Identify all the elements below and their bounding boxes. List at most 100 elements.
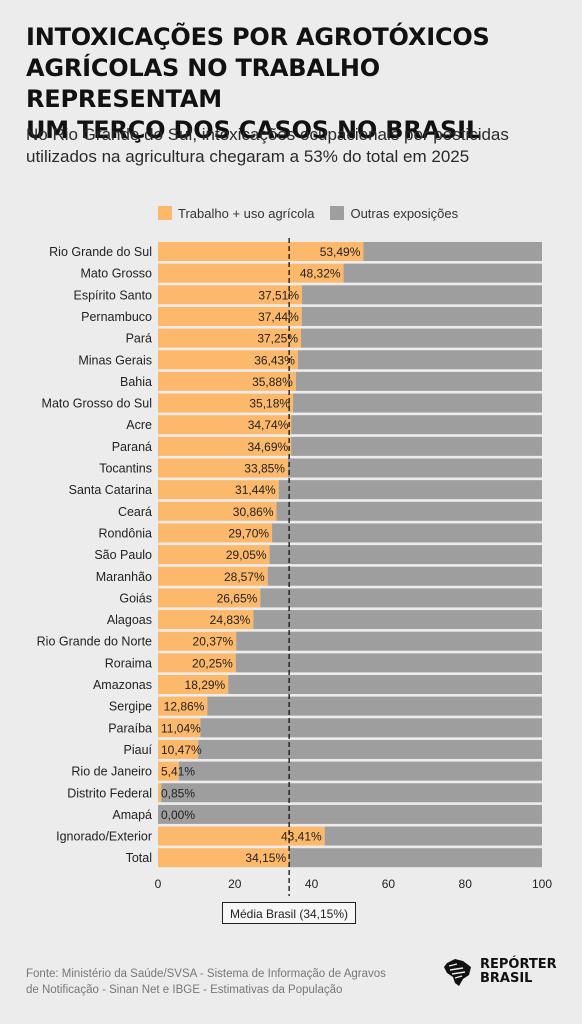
bar-primary xyxy=(158,783,162,803)
value-label: 5,41% xyxy=(161,765,195,779)
bar-secondary xyxy=(253,610,542,630)
bar-secondary xyxy=(297,350,542,370)
value-label: 35,18% xyxy=(249,397,290,411)
value-label: 36,43% xyxy=(254,353,295,367)
value-label: 20,25% xyxy=(192,656,233,670)
value-label: 20,37% xyxy=(193,635,234,649)
category-label: Santa Catarina xyxy=(69,483,152,497)
bar-primary xyxy=(158,675,229,694)
category-label: Tocantins xyxy=(99,462,152,476)
bar-secondary xyxy=(301,328,542,348)
bar-primary xyxy=(158,761,179,781)
bar-primary xyxy=(158,328,302,348)
bar-secondary xyxy=(200,718,542,738)
category-label: Piauí xyxy=(124,743,153,757)
chart-subtitle: No Rio Grande do Sul, intoxicações ocupa… xyxy=(26,125,509,166)
bar-primary xyxy=(158,480,279,500)
value-label: 31,44% xyxy=(235,483,276,497)
category-label: Amapá xyxy=(112,808,152,822)
category-label: Pará xyxy=(126,332,152,346)
bar-secondary xyxy=(293,393,542,413)
category-label: Amazonas xyxy=(93,678,152,692)
value-label: 35,88% xyxy=(252,375,293,389)
category-label: Rondônia xyxy=(98,526,152,540)
category-label: Pernambuco xyxy=(81,310,152,324)
source-note: Fonte: Ministério da Saúde/SVSA - Sistem… xyxy=(26,968,386,996)
x-tick-label: 60 xyxy=(382,877,396,891)
legend-swatch-secondary xyxy=(330,206,345,220)
value-label: 34,15% xyxy=(245,851,286,865)
category-label: Alagoas xyxy=(107,613,152,627)
category-label: Espírito Santo xyxy=(73,288,152,302)
value-label: 48,32% xyxy=(300,267,341,281)
value-label: 12,86% xyxy=(164,700,205,714)
category-label: Total xyxy=(126,851,152,865)
bar-secondary xyxy=(291,415,542,435)
x-tick-label: 80 xyxy=(459,877,473,891)
value-label: 0,00% xyxy=(161,808,195,822)
legend-label-primary: Trabalho + uso agrícola xyxy=(178,205,315,221)
value-label: 18,29% xyxy=(185,678,226,692)
category-label: Sergipe xyxy=(109,700,152,714)
category-label: São Paulo xyxy=(94,548,152,562)
bar-primary xyxy=(158,350,298,370)
value-label: 26,65% xyxy=(217,591,258,605)
value-label: 10,47% xyxy=(161,743,202,757)
legend-label-secondary: Outras exposições xyxy=(350,205,459,221)
bar-primary xyxy=(158,848,290,868)
bar-secondary xyxy=(272,523,542,543)
x-tick-label: 20 xyxy=(228,877,242,891)
bar-secondary xyxy=(228,675,543,694)
value-label: 43,41% xyxy=(281,830,322,844)
bar-primary xyxy=(158,653,236,673)
bar-primary xyxy=(158,566,268,586)
category-label: Acre xyxy=(126,418,152,432)
chart-title: INTOXICAÇÕES POR AGROTÓXICOS AGRÍCOLAS N… xyxy=(26,23,490,144)
category-label: Rio de Janeiro xyxy=(71,765,152,779)
bar-chart: Rio Grande do Sul 53,49% Mato Grosso 48,32%… xyxy=(37,238,552,896)
value-label: 28,57% xyxy=(224,570,265,584)
x-tick-label: 100 xyxy=(532,877,552,891)
bar-secondary xyxy=(198,739,542,759)
category-label: Distrito Federal xyxy=(67,786,152,800)
bar-primary xyxy=(158,610,254,630)
average-label: Média Brasil (34,15%) xyxy=(222,902,356,924)
category-label: Roraima xyxy=(105,656,152,670)
category-label: Bahia xyxy=(120,375,152,389)
bar-secondary xyxy=(235,653,542,673)
bar-primary xyxy=(158,631,237,651)
bar-secondary xyxy=(291,436,542,456)
bar-secondary xyxy=(302,285,542,305)
bar-primary xyxy=(158,242,364,261)
value-label: 37,25% xyxy=(257,332,298,346)
value-label: 24,83% xyxy=(210,613,251,627)
legend-swatch-primary xyxy=(158,206,172,220)
x-tick-label: 0 xyxy=(155,877,162,891)
bar-primary xyxy=(158,696,208,716)
bar-secondary xyxy=(207,696,543,716)
category-label: Mato Grosso do Sul xyxy=(42,397,152,411)
logo: REPÓRTER BRASIL xyxy=(441,955,557,989)
value-label: 34,74% xyxy=(248,418,289,432)
bar-primary xyxy=(158,545,270,565)
bar-primary xyxy=(158,718,201,738)
legend-item-primary: Trabalho + uso agrícola xyxy=(158,206,314,221)
value-label: 29,70% xyxy=(228,526,269,540)
bar-primary xyxy=(158,436,292,456)
category-label: Paraná xyxy=(112,440,152,454)
bar-primary xyxy=(158,285,303,305)
bar-primary xyxy=(158,458,288,478)
bar-secondary xyxy=(287,458,542,478)
legend: Trabalho + uso agrícola Outras exposiçõe… xyxy=(158,205,474,221)
bar-primary xyxy=(158,523,273,543)
value-label: 33,85% xyxy=(244,462,285,476)
category-label: Maranhão xyxy=(96,570,152,584)
x-tick-label: 40 xyxy=(305,877,319,891)
category-label: Rio Grande do Sul xyxy=(49,245,152,259)
category-label: Ignorado/Exterior xyxy=(56,830,152,844)
bar-secondary xyxy=(161,783,542,803)
bar-secondary xyxy=(158,804,542,824)
bar-secondary xyxy=(278,480,542,500)
bar-secondary xyxy=(289,848,542,868)
value-label: 29,05% xyxy=(226,548,267,562)
